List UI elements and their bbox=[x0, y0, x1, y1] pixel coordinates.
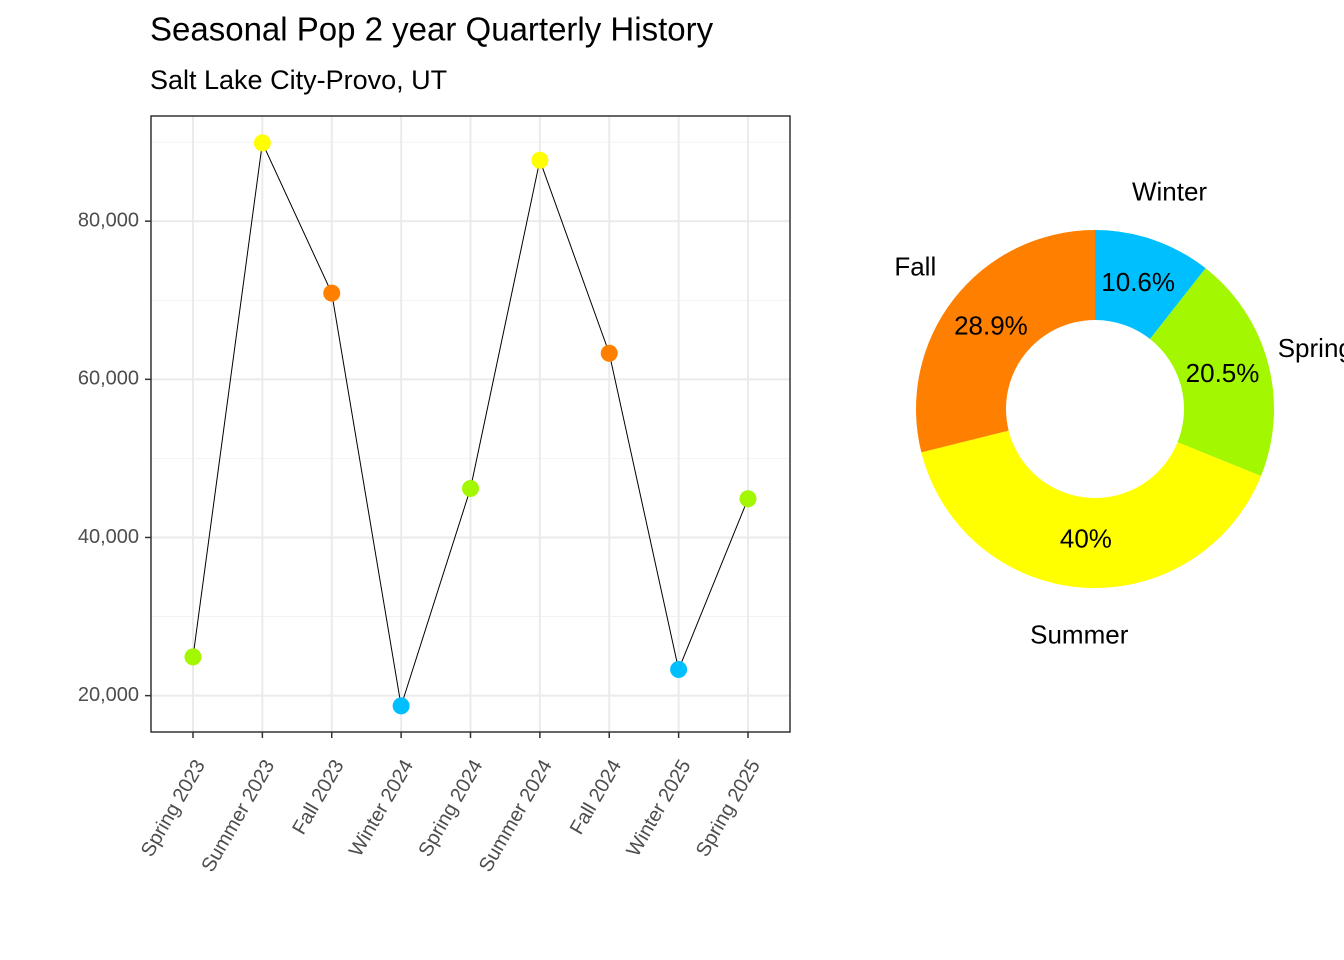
slice-category-label: Summer bbox=[1030, 619, 1129, 649]
point bbox=[739, 490, 757, 508]
x-tick-label: Spring 2023 bbox=[137, 756, 210, 860]
point bbox=[462, 479, 479, 497]
donut-slice bbox=[1149, 268, 1274, 476]
point bbox=[323, 284, 341, 302]
point bbox=[253, 134, 271, 152]
point bbox=[670, 661, 688, 679]
chart-subtitle: Salt Lake City-Provo, UT bbox=[150, 65, 447, 95]
y-tick-label: 80,000 bbox=[78, 209, 139, 231]
x-tick-label: Spring 2024 bbox=[414, 756, 487, 860]
x-tick-label: Summer 2024 bbox=[475, 756, 557, 876]
y-tick-label: 60,000 bbox=[78, 368, 139, 390]
point bbox=[600, 344, 618, 362]
donut-slice bbox=[921, 430, 1262, 589]
x-tick-label: Summer 2023 bbox=[197, 756, 279, 876]
slice-category-label: Winter bbox=[1132, 176, 1207, 206]
slice-value-label: 10.6% bbox=[1101, 267, 1175, 297]
x-tick-label: Winter 2024 bbox=[345, 756, 418, 860]
y-tick-label: 20,000 bbox=[78, 684, 139, 706]
slice-value-label: 28.9% bbox=[954, 311, 1028, 341]
slice-value-label: 20.5% bbox=[1186, 358, 1260, 388]
chart-title: Seasonal Pop 2 year Quarterly History bbox=[150, 11, 714, 48]
x-tick-label: Winter 2025 bbox=[623, 756, 696, 860]
point bbox=[392, 697, 410, 715]
point bbox=[531, 151, 549, 169]
point bbox=[184, 648, 202, 666]
y-tick-label: 40,000 bbox=[78, 526, 139, 548]
slice-value-label: 40% bbox=[1060, 524, 1112, 554]
x-tick-label: Spring 2025 bbox=[692, 756, 765, 860]
donut-slice bbox=[916, 230, 1095, 453]
x-tick-label: Fall 2024 bbox=[566, 756, 626, 838]
slice-category-label: Spring bbox=[1278, 333, 1344, 363]
slice-category-label: Fall bbox=[894, 252, 936, 282]
donut-slice bbox=[1095, 230, 1206, 340]
x-tick-label: Fall 2023 bbox=[288, 756, 348, 838]
